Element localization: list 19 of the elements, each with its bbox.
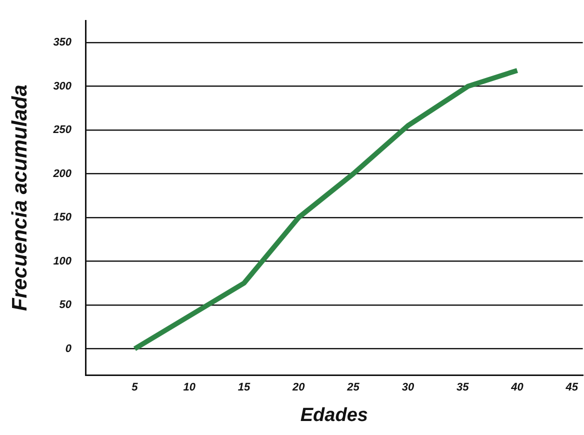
y-tick-label: 200 xyxy=(52,168,72,180)
x-tick-label: 25 xyxy=(346,382,360,394)
x-tick-label: 35 xyxy=(456,382,470,394)
x-tick-label: 15 xyxy=(238,382,252,394)
x-tick-label: 45 xyxy=(564,382,579,394)
x-tick-label: 5 xyxy=(132,382,139,394)
y-tick-label: 250 xyxy=(52,124,72,136)
y-tick-label: 50 xyxy=(59,299,72,312)
x-tick-label: 20 xyxy=(292,382,306,394)
y-axis-title: Frecuencia acumulada xyxy=(8,84,32,312)
x-tick-label: 30 xyxy=(402,382,415,394)
y-tick-label: 300 xyxy=(53,80,72,92)
x-tick-label: 40 xyxy=(510,382,524,394)
y-tick-label: 350 xyxy=(53,36,72,49)
y-tick-label: 0 xyxy=(65,342,72,355)
y-tick-label: 100 xyxy=(53,255,72,268)
x-axis-title: Edades xyxy=(300,404,368,426)
x-tick-label: 10 xyxy=(183,382,196,394)
y-tick-label: 150 xyxy=(53,212,72,224)
